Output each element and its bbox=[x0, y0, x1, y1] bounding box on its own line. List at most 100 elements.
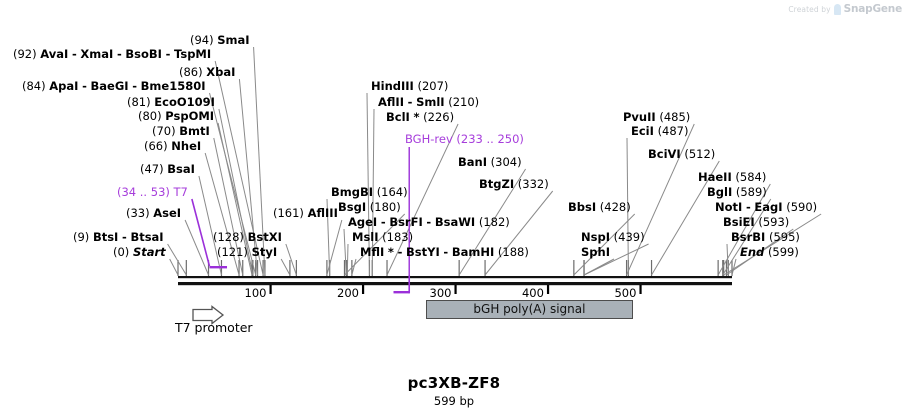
cut-site-tick bbox=[458, 260, 460, 276]
enzyme-label-avai[interactable]: (92) AvaI - XmaI - BsoBI - TspMI bbox=[13, 47, 212, 61]
leader-line-bani bbox=[458, 168, 527, 276]
cut-site-tick bbox=[722, 260, 724, 276]
enzyme-label-bstxi[interactable]: (128) BstXI bbox=[213, 230, 282, 244]
enzyme-label-xbai[interactable]: (86) XbaI bbox=[179, 65, 236, 79]
leader-line-end bbox=[731, 258, 737, 276]
cut-site-tick bbox=[386, 260, 388, 276]
enzyme-label-nhei[interactable]: (66) NheI bbox=[144, 139, 202, 153]
enzyme-label-end[interactable]: End (599) bbox=[740, 245, 799, 259]
cut-site-tick bbox=[326, 260, 328, 276]
axis-tick-label-500: 500 bbox=[614, 286, 637, 300]
leader-line-bcli bbox=[386, 123, 459, 276]
enzyme-label-smai[interactable]: (94) SmaI bbox=[190, 33, 250, 47]
enzyme-label-hindiii[interactable]: HindIII (207) bbox=[371, 79, 449, 93]
enzyme-label-bghrev[interactable]: BGH-rev (233 .. 250) bbox=[405, 132, 524, 146]
feature-label-t7-promoter: T7 promoter bbox=[175, 320, 253, 335]
enzyme-label-bsiei[interactable]: BsiEI (593) bbox=[723, 215, 790, 229]
enzyme-label-bcivi[interactable]: BciVI (512) bbox=[648, 147, 716, 161]
enzyme-label-bsai[interactable]: (47) BsaI bbox=[140, 162, 195, 176]
leader-line-bsiei bbox=[726, 228, 794, 276]
enzyme-label-bmgbi[interactable]: BmgBI (164) bbox=[331, 185, 408, 199]
cut-site-tick bbox=[625, 260, 628, 276]
leader-line-bbsi bbox=[573, 213, 636, 276]
feature-arrow-t7-promoter[interactable] bbox=[192, 305, 225, 325]
enzyme-label-mslii[interactable]: MslI (183) bbox=[352, 230, 414, 244]
enzyme-label-bbsi[interactable]: BbsI (428) bbox=[568, 200, 631, 214]
watermark-brand-text: SnapGene bbox=[843, 3, 903, 15]
enzyme-label-mfli[interactable]: MflI * - BstYI - BamHI (188) bbox=[360, 245, 529, 259]
enzyme-label-noti[interactable]: NotI - EagI (590) bbox=[715, 200, 818, 214]
axis-tick-100 bbox=[269, 285, 272, 294]
sequence-length-label: 599 bp bbox=[433, 394, 475, 408]
cut-site-tick bbox=[262, 260, 264, 276]
cut-site-tick bbox=[343, 260, 346, 276]
leader-line-bgli bbox=[722, 198, 772, 276]
enzyme-label-start[interactable]: (0) Start bbox=[113, 245, 166, 259]
leader-line-ecoo109i bbox=[218, 108, 254, 276]
enzyme-label-afliii[interactable]: (161) AflIII bbox=[273, 206, 338, 220]
page-title: pc3XB-ZF8 bbox=[407, 374, 501, 392]
feature-bgh-polya-signal[interactable]: bGH poly(A) signal bbox=[425, 300, 634, 319]
enzyme-label-btsi[interactable]: (9) BtsI - BtsaI bbox=[73, 230, 164, 244]
enzyme-label-agei[interactable]: AgeI - BsrFI - BsaWI (182) bbox=[348, 215, 510, 229]
enzyme-label-sphi[interactable]: SphI bbox=[581, 245, 610, 259]
cut-site-tick bbox=[725, 260, 728, 276]
leader-line-start bbox=[169, 258, 179, 276]
leader-line-btsi bbox=[167, 243, 187, 276]
watermark-created-by-text: Created by bbox=[788, 4, 831, 14]
enzyme-label-aflii[interactable]: AflII - SmlI (210) bbox=[378, 95, 480, 109]
enzyme-label-bani[interactable]: BanI (304) bbox=[458, 155, 522, 169]
cut-site-tick bbox=[256, 260, 259, 276]
enzyme-label-bgli[interactable]: BglI (589) bbox=[707, 185, 767, 199]
cut-site-tick bbox=[255, 260, 257, 276]
feature-marker-t7-promoter[interactable] bbox=[209, 266, 228, 269]
leader-line-t7 bbox=[191, 198, 211, 267]
leader-line-pvuii bbox=[626, 123, 695, 276]
enzyme-label-pspomi[interactable]: (80) PspOMI bbox=[138, 109, 215, 123]
enzyme-label-t7[interactable]: (34 .. 53) T7 bbox=[117, 185, 188, 199]
enzyme-label-haeii[interactable]: HaeII (584) bbox=[698, 170, 767, 184]
leader-line-bstxi bbox=[285, 243, 297, 276]
leader-line-bcivi bbox=[651, 160, 720, 276]
leader-line-noti bbox=[723, 213, 822, 276]
enzyme-label-ecoo109i[interactable]: (81) EcoO109I bbox=[127, 95, 215, 109]
cut-site-tick bbox=[723, 260, 725, 276]
axis-tick-label-100: 100 bbox=[244, 286, 267, 300]
enzyme-label-ecii[interactable]: EciI (487) bbox=[631, 124, 689, 138]
leader-line-aflii bbox=[371, 108, 375, 276]
ruler-line-upper bbox=[178, 276, 732, 279]
leader-line-bmti bbox=[213, 137, 244, 276]
leader-line-mslii bbox=[346, 243, 349, 276]
leader-line-bsrbi bbox=[726, 243, 729, 276]
enzyme-label-apai[interactable]: (84) ApaI - BaeGI - Bme1580I bbox=[22, 79, 206, 93]
enzyme-label-btgzi[interactable]: BtgZI (332) bbox=[479, 177, 549, 191]
feature-marker-bgh-rev[interactable] bbox=[393, 291, 410, 294]
leader-line-avai bbox=[214, 60, 264, 276]
cut-site-tick bbox=[289, 260, 291, 276]
enzyme-label-pvuii[interactable]: PvuII (485) bbox=[623, 110, 691, 124]
cut-site-tick bbox=[573, 260, 575, 276]
enzyme-label-bmti[interactable]: (70) BmtI bbox=[152, 124, 210, 138]
cut-site-tick bbox=[185, 260, 187, 276]
axis-tick-500 bbox=[639, 285, 642, 294]
ruler-line-lower bbox=[178, 282, 732, 286]
leader-line-asei bbox=[184, 219, 209, 276]
axis-tick-200 bbox=[361, 285, 365, 294]
enzyme-label-bsgi[interactable]: BsgI (180) bbox=[338, 200, 401, 214]
snapgene-logo-icon bbox=[833, 3, 841, 15]
leader-line-bsai bbox=[198, 175, 222, 276]
leader-line-agei bbox=[343, 228, 347, 276]
enzyme-label-asei[interactable]: (33) AseI bbox=[126, 206, 182, 220]
leader-line-sphi bbox=[583, 258, 615, 276]
enzyme-label-styi[interactable]: (121) StyI bbox=[217, 245, 278, 259]
axis-tick-label-300: 300 bbox=[429, 286, 452, 300]
axis-tick-300 bbox=[454, 285, 457, 294]
leader-line-xbai bbox=[238, 78, 259, 276]
enzyme-label-bcli[interactable]: BclI * (226) bbox=[386, 110, 455, 124]
enzyme-label-bsrbi[interactable]: BsrBI (595) bbox=[731, 230, 800, 244]
cut-site-tick bbox=[177, 260, 179, 276]
leader-line-smai bbox=[253, 46, 266, 276]
enzyme-label-nspi[interactable]: NspI (439) bbox=[581, 230, 645, 244]
